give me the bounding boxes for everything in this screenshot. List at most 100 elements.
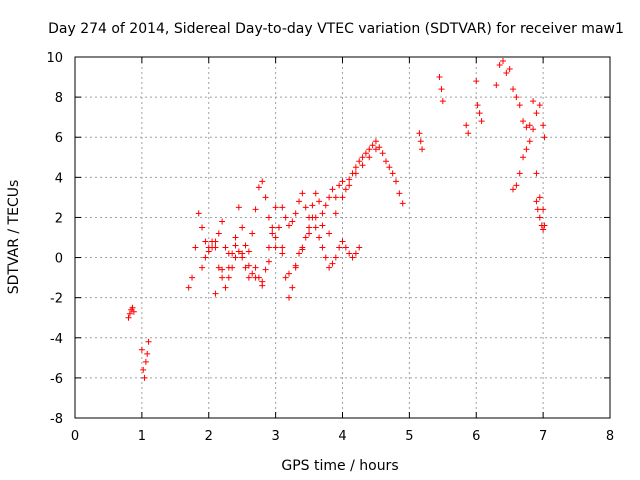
data-point [493,82,500,89]
y-tick-label: -2 [50,292,63,307]
data-point [520,118,527,125]
data-point [339,194,346,201]
data-point [376,144,383,151]
data-point [359,162,366,169]
data-point [212,244,219,251]
data-point [386,164,393,171]
data-point [225,250,232,257]
data-point [302,204,309,211]
data-point [438,86,445,93]
data-point [538,222,545,229]
data-point [192,244,199,251]
data-point [316,198,323,205]
data-point [540,226,547,233]
data-point [530,98,537,105]
y-tick-label: 8 [55,91,63,106]
data-point [299,246,306,253]
data-point [286,294,292,301]
data-point [326,264,333,271]
data-point [142,358,149,365]
x-tick-label: 5 [405,429,413,444]
data-point [145,338,152,345]
data-point [219,274,226,281]
data-point [289,284,296,291]
x-tick-label: 6 [472,429,480,444]
data-point [316,234,323,241]
data-point [523,146,530,153]
data-point [249,230,256,237]
y-tick-label: -6 [50,372,63,387]
data-point [282,274,289,281]
data-point [356,158,363,165]
data-point [473,78,480,85]
data-point [329,186,336,193]
data-point [319,244,326,251]
data-point [199,224,206,231]
data-point [205,244,212,251]
data-point [416,130,423,137]
data-point [534,206,541,213]
data-point [252,264,259,271]
x-tick-label: 8 [606,429,614,444]
data-point [503,70,510,77]
data-point [129,304,136,311]
data-point [219,218,226,225]
x-tick-label: 1 [138,429,146,444]
data-point [396,190,403,197]
data-point [312,224,319,231]
data-point [215,230,222,237]
data-point [359,154,366,161]
data-point [342,244,349,251]
data-point [296,250,303,257]
data-point [292,262,299,269]
data-point [336,182,343,189]
data-point [346,176,353,183]
data-point [332,194,339,201]
data-point [202,254,209,261]
data-point [312,214,319,221]
data-point [199,264,206,271]
data-point [439,98,446,105]
x-tick-label: 4 [338,429,346,444]
data-point [352,250,359,257]
data-point [523,124,530,131]
data-point [272,244,279,251]
chart-title: Day 274 of 2014, Sidereal Day-to-day VTE… [48,21,624,37]
data-point [526,122,533,129]
data-point [252,274,259,281]
data-point [140,366,147,373]
x-tick-label: 3 [271,429,279,444]
data-point [272,234,279,241]
data-point [296,198,303,205]
y-tick-label: -8 [50,412,63,427]
data-point [289,218,296,225]
data-point [282,214,289,221]
data-point [541,134,548,141]
data-points [125,58,548,381]
data-point [478,118,485,125]
data-point [292,210,299,217]
data-point [500,58,506,65]
data-point [339,238,346,245]
data-point [356,244,363,251]
data-point [332,254,339,261]
data-point [265,258,272,265]
data-point [369,142,376,149]
data-point [362,150,369,157]
data-point [436,74,443,81]
data-point [526,138,533,145]
data-point [540,206,547,213]
data-point [229,264,236,271]
data-point [474,102,481,109]
data-point [322,254,329,261]
data-point [372,146,379,153]
data-point [245,274,252,281]
plot-frame [74,56,611,419]
data-point [496,62,503,69]
data-point [372,138,379,145]
data-point [516,102,523,109]
axis-ticks: 0 1 2 3 4 5 6 7 8 -8 -6 -4 -2 0 2 4 6 8 10 [46,51,614,444]
data-point [212,290,219,297]
data-point [269,224,276,231]
data-point [349,254,356,261]
